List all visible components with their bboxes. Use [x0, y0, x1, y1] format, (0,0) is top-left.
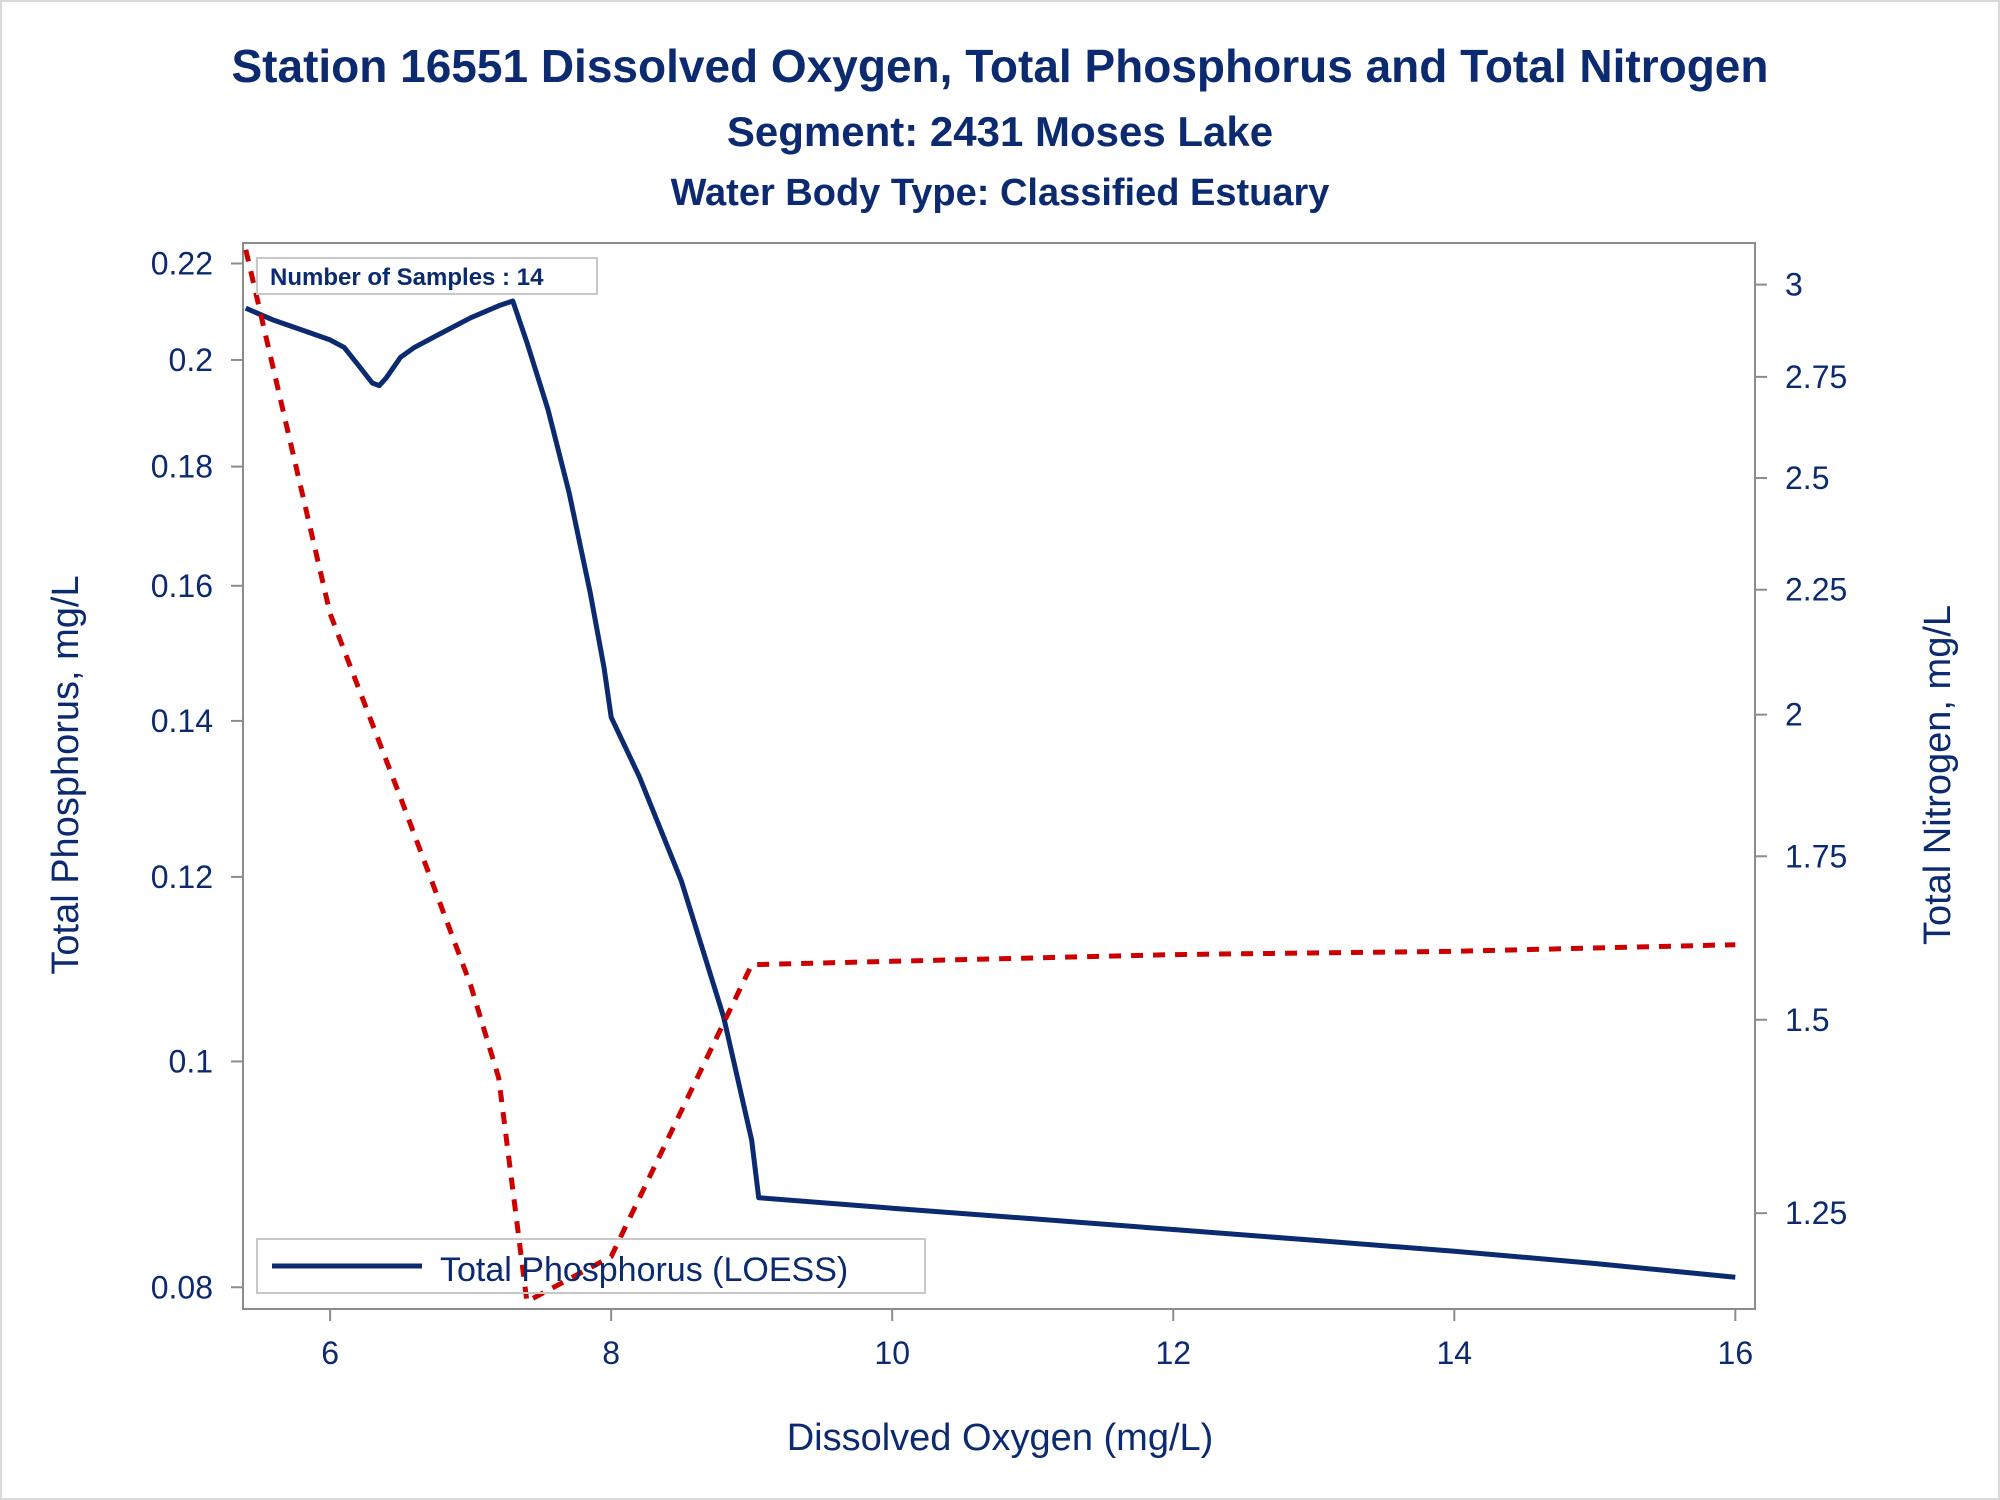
series-line-total-nitrogen	[243, 249, 1736, 1305]
y-left-tick-label: 0.14	[151, 703, 213, 739]
x-tick-label: 6	[321, 1335, 339, 1371]
y-left-axis-ticks: 0.08 0.1 0.12 0.14 0.16 0.18 0.2 0.22	[151, 245, 243, 1305]
y-left-tick-label: 0.16	[151, 568, 213, 604]
y-right-axis-ticks: 1.25 1.5 1.75 2 2.25 2.5 2.75 3	[1755, 267, 1847, 1231]
y-right-tick-label: 1.25	[1785, 1195, 1847, 1231]
inset-text: Number of Samples : 14	[270, 264, 544, 291]
legend-box	[256, 1238, 926, 1294]
x-tick-label: 14	[1436, 1335, 1472, 1371]
y-left-tick-label: 0.12	[151, 859, 213, 895]
legend-label-total-phosphorus: Total Phosphorus (LOESS)	[440, 1251, 848, 1289]
chart-subtitle: Segment: 2431 Moses Lake	[727, 108, 1273, 155]
legend: Total Phosphorus (LOESS)	[256, 1238, 926, 1294]
y-right-tick-label: 2.75	[1785, 359, 1847, 395]
x-tick-label: 8	[602, 1335, 620, 1371]
inset-box	[256, 257, 598, 295]
series-line-total-phosphorus	[244, 298, 1736, 1280]
x-tick-label: 10	[874, 1335, 910, 1371]
x-axis-ticks: 6 8 10 12 14 16	[321, 1309, 1753, 1371]
x-axis-label: Dissolved Oxygen (mg/L)	[787, 1417, 1214, 1459]
y-right-tick-label: 1.5	[1785, 1002, 1829, 1038]
y-left-tick-label: 0.18	[151, 449, 213, 485]
chart-title: Station 16551 Dissolved Oxygen, Total Ph…	[231, 40, 1768, 92]
y-right-tick-label: 2.5	[1785, 460, 1829, 496]
chart-subtitle-2: Water Body Type: Classified Estuary	[671, 172, 1330, 214]
x-tick-label: 12	[1155, 1335, 1191, 1371]
y-right-axis-label: Total Nitrogen, mg/L	[1917, 605, 1959, 945]
sample-count-inset: Number of Samples : 14	[256, 257, 598, 295]
series-layer	[243, 249, 1736, 1305]
y-left-tick-label: 0.08	[151, 1269, 213, 1305]
plot-area	[242, 242, 1756, 1310]
y-right-tick-label: 2	[1785, 697, 1803, 733]
y-right-tick-label: 3	[1785, 267, 1803, 303]
y-right-tick-label: 2.25	[1785, 572, 1847, 608]
x-tick-label: 16	[1718, 1335, 1754, 1371]
y-left-tick-label: 0.1	[169, 1043, 213, 1079]
y-left-axis-label: Total Phosphorus, mg/L	[45, 575, 87, 974]
y-right-tick-label: 1.75	[1785, 838, 1847, 874]
y-left-tick-label: 0.22	[151, 245, 213, 281]
y-left-tick-label: 0.2	[169, 342, 213, 378]
